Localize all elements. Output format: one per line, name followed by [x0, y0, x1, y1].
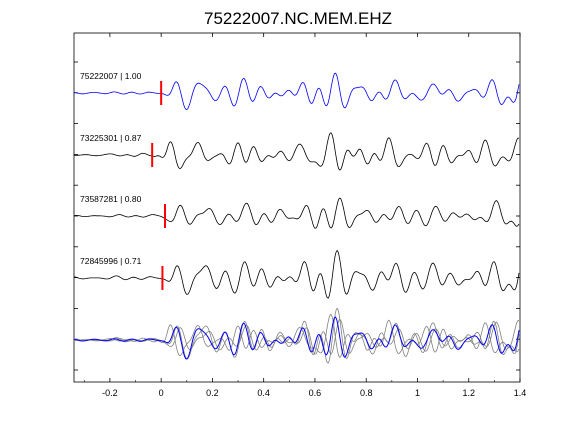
waveform-73587281 — [73, 197, 520, 229]
x-tick-label: 1.4 — [514, 388, 527, 398]
trace-label-73587281: 73587281 | 0.80 — [80, 194, 142, 204]
overlay-waveform-72845996 — [73, 307, 520, 364]
x-tick-label: 0.2 — [206, 388, 219, 398]
x-tick-label: 0.8 — [360, 388, 373, 398]
x-tick-label: 1 — [415, 388, 420, 398]
waveform-75222007 — [73, 72, 520, 111]
plot-frame — [73, 32, 521, 383]
x-axis-tick-labels: -0.2 0 0.2 0.4 0.6 0.8 1 1.2 1.4 — [102, 388, 526, 398]
x-tick-label: 1.2 — [462, 388, 475, 398]
x-axis-ticks — [83, 33, 521, 382]
overlay-waveform-73225301 — [74, 314, 520, 358]
trace-label-75222007: 75222007 | 1.00 — [80, 71, 142, 81]
x-tick-label: -0.2 — [102, 388, 118, 398]
overlay-waveform-75222007 — [73, 316, 520, 360]
trace-label-72845996: 72845996 | 0.71 — [80, 256, 142, 266]
waveform-72845996 — [73, 250, 520, 299]
overlay-stack — [73, 307, 520, 364]
waveform-73225301 — [74, 132, 519, 171]
overlay-waveform-73587281 — [73, 319, 520, 355]
x-tick-label: 0 — [159, 388, 164, 398]
x-tick-label: 0.4 — [257, 388, 270, 398]
y-axis-ticks — [74, 61, 520, 371]
chart-title: 75222007.NC.MEM.EHZ — [204, 9, 392, 28]
trace-label-73225301: 73225301 | 0.87 — [80, 133, 142, 143]
x-tick-label: 0.6 — [309, 388, 322, 398]
waveform-traces: 75222007 | 1.00 73225301 | 0.87 73587281 |… — [73, 71, 520, 299]
